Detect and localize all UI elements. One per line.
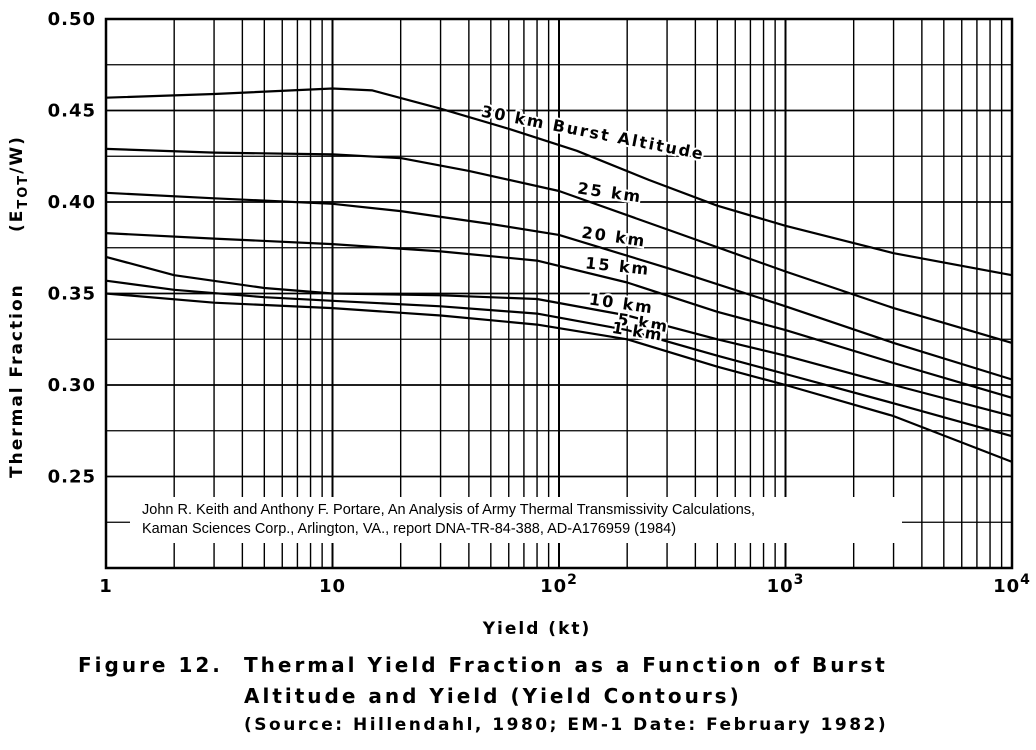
y-tick-label: 0.30 [48, 375, 96, 396]
figure-source: (Source: Hillendahl, 1980; EM-1 Date: Fe… [244, 715, 889, 735]
y-axis-sublabel-group: (ETOT/W) [7, 135, 31, 232]
y-axis-sublabel-c: /W) [7, 135, 27, 174]
figure-title-line-2: Altitude and Yield (Yield Contours) [244, 684, 742, 708]
grid-lines [106, 19, 1012, 568]
x-axis-label: Yield (kt) [482, 619, 592, 639]
series-line [105, 191, 1013, 381]
svg-text:(ETOT/W): (ETOT/W) [7, 135, 31, 232]
x-tick-label: 10 [319, 576, 346, 597]
x-tick-label: 104 [993, 572, 1031, 597]
y-tick-label: 0.40 [48, 192, 96, 213]
x-tick-label: 1 [99, 576, 113, 597]
x-tick-exponent: 4 [1020, 572, 1031, 588]
series-line [105, 279, 1013, 438]
y-axis-sublabel-b: TOT [16, 174, 31, 209]
y-axis-sublabel-a: (E [7, 209, 27, 232]
curve-label: 20 km [578, 221, 649, 253]
figure-caption: Figure 12. Thermal Yield Fraction as a F… [78, 650, 888, 738]
figure-title-line-1: Thermal Yield Fraction as a Function of … [244, 653, 888, 677]
series-line [105, 255, 1013, 418]
series-line [105, 87, 1013, 277]
x-tick-label: 102 [540, 572, 578, 597]
x-tick-label: 103 [767, 572, 805, 597]
y-axis-label: Thermal Fraction [7, 283, 27, 478]
y-tick-label: 0.45 [48, 101, 96, 122]
citation-line-1: John R. Keith and Anthony F. Portare, An… [142, 502, 756, 518]
curve-group [105, 87, 1013, 463]
y-tick-label: 0.35 [48, 284, 96, 305]
citation-box: John R. Keith and Anthony F. Portare, An… [130, 497, 902, 543]
figure-number: Figure 12. [78, 653, 223, 677]
y-tick-label: 0.25 [48, 467, 96, 488]
series-line [105, 232, 1013, 399]
curve-label-text: 20 km [580, 223, 647, 251]
y-axis-label-group: Thermal Fraction [7, 283, 27, 478]
x-tick-exponent: 3 [794, 572, 805, 588]
citation-line-2: Kaman Sciences Corp., Arlington, VA., re… [142, 521, 677, 537]
series-line [105, 292, 1013, 463]
series-line [105, 147, 1013, 344]
y-tick-label: 0.50 [48, 9, 96, 30]
x-tick-exponent: 2 [567, 572, 578, 588]
